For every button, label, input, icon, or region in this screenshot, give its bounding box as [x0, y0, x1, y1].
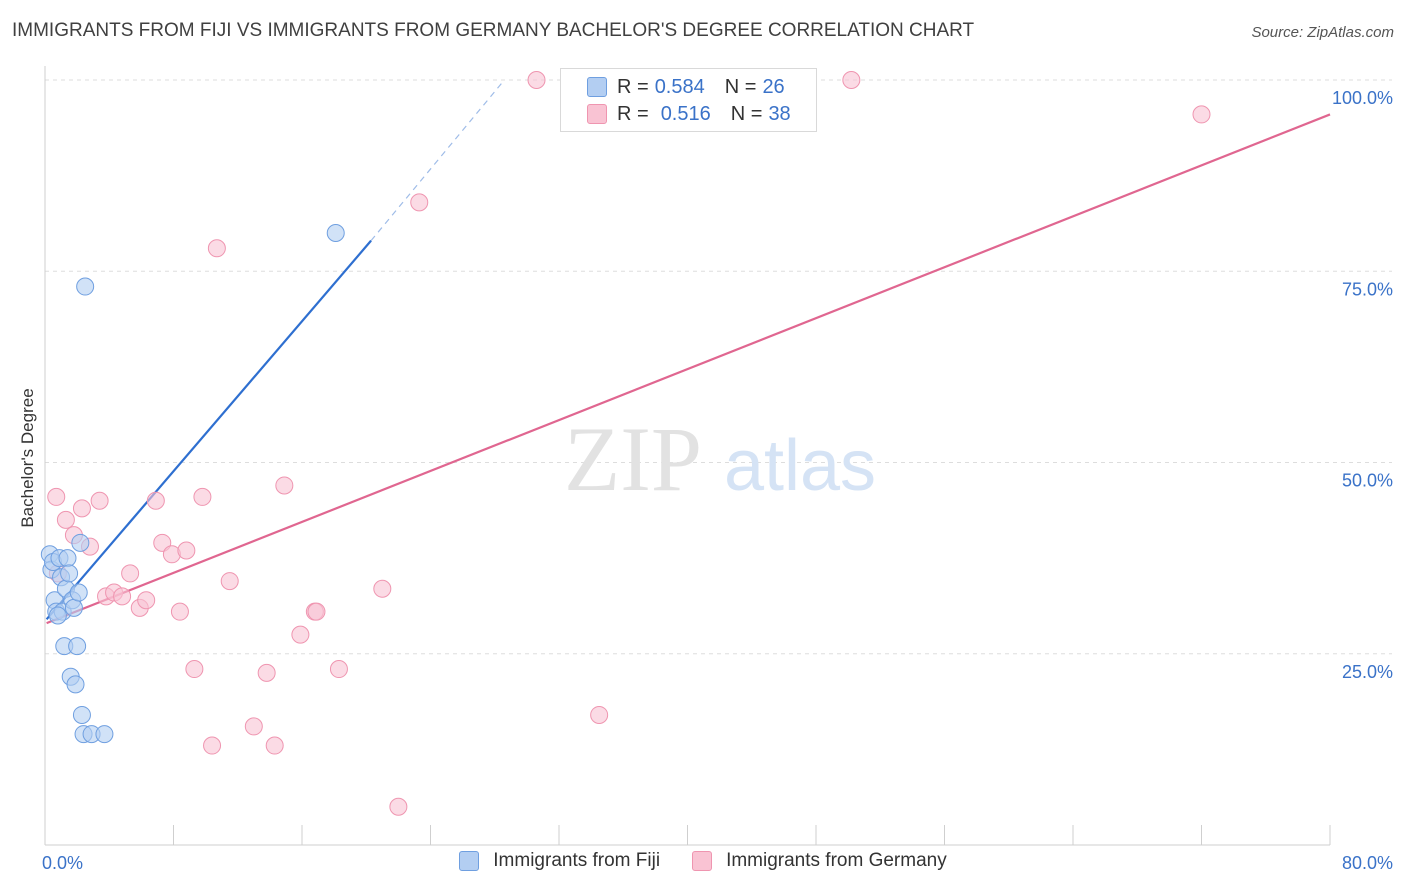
trend-line-germany — [46, 113, 1331, 625]
watermark: ZIP atlas — [564, 408, 876, 510]
point-germany — [590, 705, 609, 724]
point-germany — [244, 717, 263, 736]
trend-line-fiji-extension — [370, 79, 505, 242]
legend-swatch-germany — [692, 851, 713, 871]
point-germany — [90, 491, 109, 510]
y-tick-label: 25.0% — [1342, 662, 1393, 682]
point-germany — [373, 579, 392, 598]
point-fiji — [95, 725, 114, 744]
watermark-atlas: atlas — [724, 426, 876, 506]
point-fiji — [58, 549, 77, 568]
series-legend: Immigrants from Fiji Immigrants from Ger… — [0, 850, 1406, 872]
point-germany — [265, 736, 284, 755]
point-fiji — [60, 564, 79, 583]
legend-n-label: N = — [724, 75, 757, 98]
legend-n-value: 26 — [762, 75, 785, 98]
point-fiji — [76, 277, 95, 296]
data-points — [40, 71, 1211, 816]
point-germany — [220, 572, 239, 591]
source-label: Source: ZipAtlas.com — [1251, 24, 1394, 41]
point-germany — [257, 663, 276, 682]
legend-label-germany: Immigrants from Germany — [726, 850, 947, 871]
legend-r-value: 0.584 — [654, 75, 705, 98]
point-germany — [389, 797, 408, 816]
point-fiji — [71, 533, 90, 552]
legend-row-fiji: R = 0.584 N = 26 — [587, 74, 785, 100]
y-tick-label: 50.0% — [1342, 471, 1393, 491]
point-fiji — [64, 598, 83, 617]
point-germany — [527, 71, 546, 89]
point-germany — [153, 533, 172, 552]
point-germany — [177, 541, 196, 560]
point-germany — [72, 499, 91, 518]
point-fiji — [326, 224, 345, 242]
y-tick-labels: 25.0% 50.0% 75.0% 100.0% — [1332, 88, 1393, 682]
legend-label-fiji: Immigrants from Fiji — [493, 850, 661, 871]
legend-swatch-fiji — [459, 851, 480, 871]
trend-lines — [45, 79, 1331, 625]
point-germany — [170, 602, 189, 621]
point-germany — [185, 660, 204, 679]
legend-r-label: R = — [617, 102, 649, 125]
legend-swatch-germany — [587, 104, 607, 124]
legend-swatch-fiji — [587, 77, 607, 97]
axes — [44, 66, 1331, 846]
point-germany — [291, 625, 310, 644]
point-fiji — [66, 675, 85, 694]
point-germany — [146, 491, 165, 510]
point-germany — [47, 487, 66, 506]
y-axis-label: Bachelor's Degree — [18, 388, 37, 527]
watermark-zip: ZIP — [564, 408, 702, 510]
point-germany — [203, 736, 222, 755]
x-tick-labels: 0.0% 80.0% — [42, 853, 1393, 873]
point-germany — [329, 660, 348, 679]
point-fiji — [48, 606, 67, 625]
legend-r-label: R = — [617, 75, 649, 98]
point-germany — [113, 587, 132, 606]
trend-line-fiji — [45, 239, 372, 621]
legend-item-germany[interactable]: Immigrants from Germany — [692, 850, 947, 872]
y-tick-label: 100.0% — [1332, 88, 1393, 108]
legend-n-label: N = — [730, 102, 763, 125]
point-germany — [1192, 105, 1211, 124]
legend-r-value: 0.516 — [660, 102, 711, 125]
point-germany — [137, 591, 156, 610]
point-germany — [307, 602, 326, 621]
legend-n-value: 38 — [768, 102, 791, 125]
point-germany — [207, 239, 226, 258]
x-tick-label: 0.0% — [42, 853, 83, 873]
grid — [45, 79, 1392, 655]
point-germany — [121, 564, 140, 583]
y-tick-label: 75.0% — [1342, 279, 1393, 299]
point-fiji — [72, 705, 91, 724]
point-fiji — [68, 637, 87, 656]
legend-item-fiji[interactable]: Immigrants from Fiji — [459, 850, 660, 872]
point-germany — [275, 476, 294, 495]
legend-row-germany: R = 0.516 N = 38 — [587, 101, 791, 127]
point-germany — [193, 487, 212, 506]
stats-legend: R = 0.584 N = 26 R = 0.516 N = 38 — [560, 68, 817, 132]
point-germany — [842, 71, 861, 89]
point-germany — [56, 510, 75, 529]
point-fiji — [69, 583, 88, 602]
x-tick-label: 80.0% — [1342, 853, 1393, 873]
chart-title: IMMIGRANTS FROM FIJI VS IMMIGRANTS FROM … — [12, 20, 975, 41]
point-germany — [410, 193, 429, 212]
